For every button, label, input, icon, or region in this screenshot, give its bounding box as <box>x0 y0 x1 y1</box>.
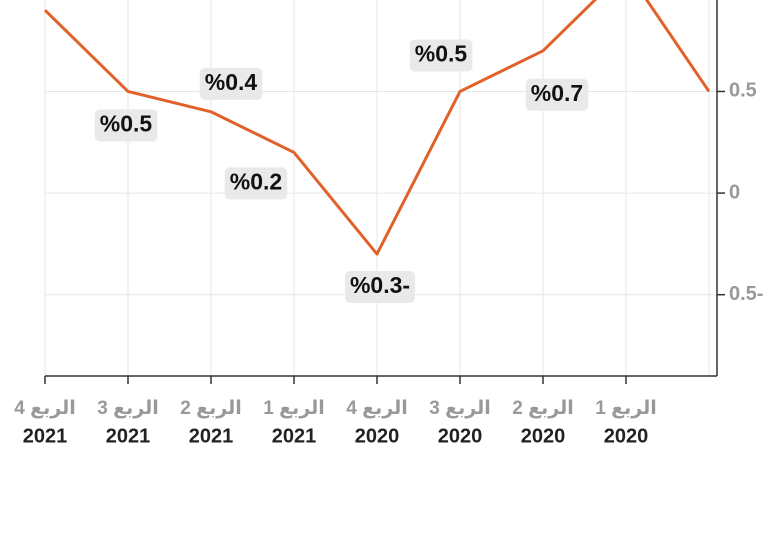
x-tick-label-year: 2020 <box>604 425 649 447</box>
x-tick-label-year: 2020 <box>438 425 483 447</box>
y-tick-label: 0.5- <box>729 283 763 305</box>
data-label-bg <box>409 39 473 72</box>
data-label-bg <box>94 109 158 142</box>
data-label: %0.2 <box>224 167 288 200</box>
data-label-text: %0.2 <box>230 169 282 195</box>
data-label: %0.3- <box>344 271 416 304</box>
x-tick-label-year: 2021 <box>189 425 234 447</box>
x-tick-label: الربع 3 <box>429 398 490 419</box>
data-label: %0.5 <box>409 39 473 72</box>
data-label-bg <box>525 78 589 111</box>
x-tick-label: الربع 4 <box>14 398 75 419</box>
x-tick-label: الربع 3 <box>97 398 158 419</box>
data-label-bg <box>199 67 263 100</box>
data-label-text: %0.5 <box>415 41 468 67</box>
data-label-text: %0.3- <box>350 272 410 298</box>
data-label-bg <box>224 167 288 200</box>
y-tick-label: 0.5 <box>729 80 757 102</box>
x-tick-label-year: 2021 <box>23 425 68 447</box>
data-label-bg <box>344 271 416 304</box>
x-tick-label: الربع 2 <box>512 398 573 419</box>
x-tick-label-year: 2021 <box>106 425 151 447</box>
x-tick-label: الربع 2 <box>180 398 241 419</box>
data-label-text: %0.4 <box>205 69 258 95</box>
x-tick-label-year: 2021 <box>272 425 317 447</box>
data-label: %0.7 <box>525 78 589 111</box>
y-tick-label: 0 <box>729 181 740 203</box>
data-label-text: %0.5 <box>100 111 153 137</box>
data-label: %0.4 <box>199 67 263 100</box>
data-line <box>43 0 711 256</box>
data-label: %0.5 <box>94 109 158 142</box>
x-tick-label-year: 2020 <box>521 425 566 447</box>
x-tick-label: الربع 4 <box>346 398 407 419</box>
data-label-text: %0.7 <box>531 80 583 106</box>
x-tick-label-year: 2020 <box>355 425 400 447</box>
x-tick-label: الربع 1 <box>263 398 324 419</box>
x-tick-label: الربع 1 <box>595 398 656 419</box>
